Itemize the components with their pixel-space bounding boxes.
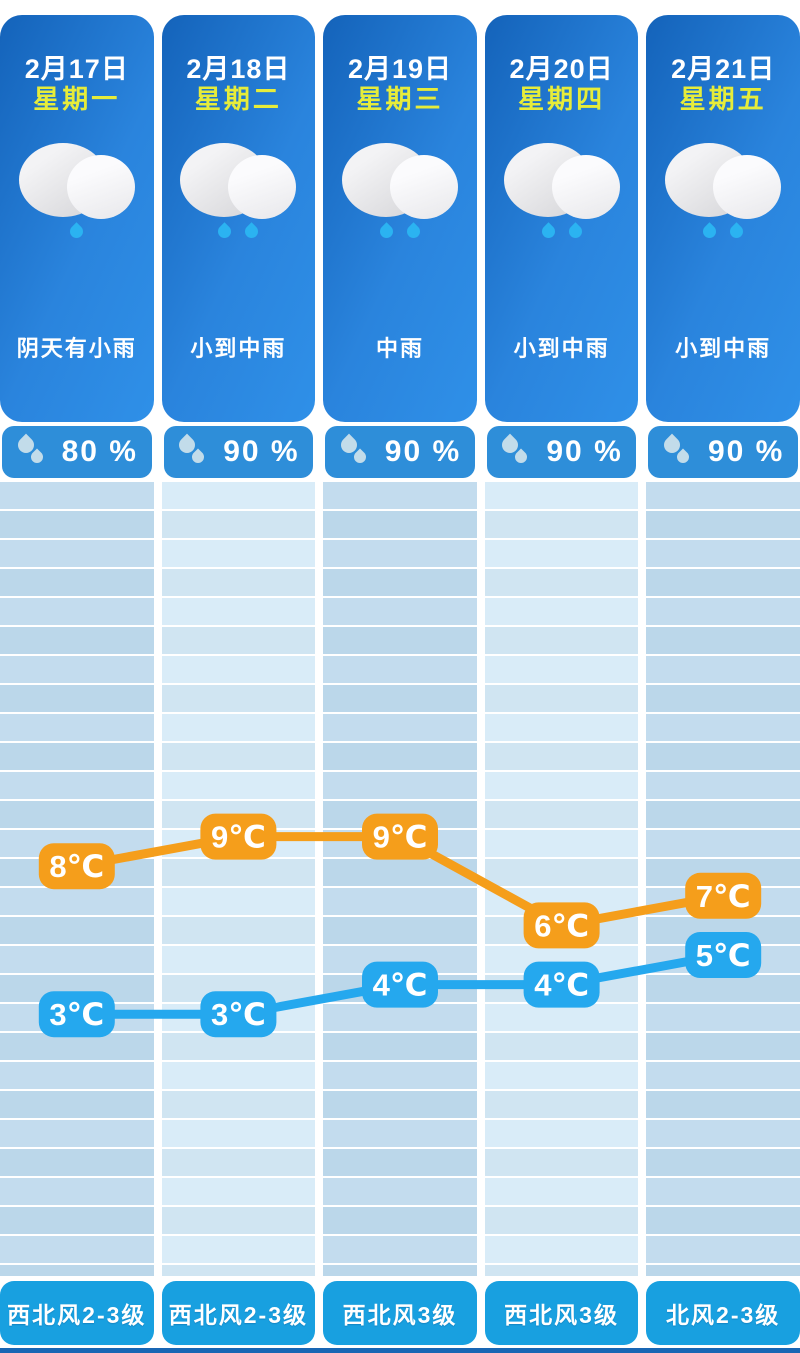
day-card[interactable]: 2月21日 星期五小到中雨 bbox=[646, 15, 800, 422]
rain-cloud-icon bbox=[180, 143, 297, 219]
precipitation-value: 90 % bbox=[546, 435, 623, 468]
cloud-right-lobe bbox=[713, 155, 782, 219]
rain-drop-icon bbox=[67, 222, 86, 241]
rain-drop-icon bbox=[700, 222, 719, 241]
precipitation-value: 90 % bbox=[223, 435, 300, 468]
cloud-right-lobe bbox=[66, 155, 135, 219]
precipitation-pill: 90 % bbox=[486, 426, 637, 478]
wind-bar: 北风2-3级 bbox=[646, 1281, 800, 1345]
chart-column-bg bbox=[161, 482, 316, 1276]
precipitation-pill: 90 % bbox=[163, 426, 314, 478]
wind-label: 北风2-3级 bbox=[666, 1302, 781, 1328]
chart-column-bg bbox=[323, 482, 477, 1276]
condition-label: 小到中雨 bbox=[190, 336, 287, 361]
water-drops-icon bbox=[337, 433, 371, 469]
rain-drops-icon bbox=[646, 222, 800, 241]
rain-drop-icon bbox=[242, 222, 262, 241]
water-drops-icon bbox=[660, 433, 694, 469]
chart-column-bg bbox=[646, 482, 800, 1276]
wind-row: 西北风2-3级 西北风2-3级 西北风3级 西北风3级 北风2-3级 bbox=[0, 1281, 800, 1345]
rain-drops-icon bbox=[0, 222, 154, 241]
precipitation-value: 90 % bbox=[707, 435, 785, 468]
rain-drop-icon bbox=[404, 222, 423, 241]
precipitation-value: 80 % bbox=[61, 435, 138, 468]
precipitation-pill: 80 % bbox=[2, 426, 152, 478]
rain-drop-icon bbox=[215, 222, 235, 241]
water-drop-icon bbox=[512, 448, 530, 466]
cloud-right-lobe bbox=[551, 155, 620, 219]
date-label: 2月17日 bbox=[24, 54, 129, 84]
day-cards-row: 2月17日 星期一 阴天有小雨 2月18日 星期二 小到中雨 2月19日 星期三 中雨 2月20日… bbox=[0, 15, 800, 422]
cloud-right-lobe bbox=[228, 155, 297, 219]
precipitation-pill: 90 % bbox=[648, 426, 798, 478]
rain-cloud-icon bbox=[665, 143, 782, 219]
date-label: 2月18日 bbox=[186, 54, 291, 84]
rain-cloud-icon bbox=[18, 143, 135, 219]
weekday-label: 星期五 bbox=[679, 84, 767, 114]
day-card[interactable]: 2月17日 星期一阴天有小雨 bbox=[0, 15, 154, 422]
condition-label: 小到中雨 bbox=[675, 336, 772, 361]
chart-background bbox=[0, 482, 800, 1276]
bottom-strip bbox=[0, 1348, 800, 1353]
precipitation-value: 90 % bbox=[384, 435, 462, 468]
day-card[interactable]: 2月19日 星期三中雨 bbox=[323, 15, 477, 422]
weekday-label: 星期四 bbox=[518, 84, 606, 114]
water-drops-icon bbox=[14, 433, 48, 469]
wind-label: 西北风3级 bbox=[504, 1302, 619, 1328]
wind-label: 西北风2-3级 bbox=[7, 1302, 147, 1328]
chart-column-bg bbox=[0, 482, 154, 1276]
date-label: 2月19日 bbox=[347, 54, 453, 84]
water-drops-icon bbox=[499, 433, 532, 469]
rain-drops-icon bbox=[485, 222, 639, 241]
precipitation-row: 80 % 90 % 90 % 90 % 90 % bbox=[0, 426, 800, 478]
condition-label: 中雨 bbox=[375, 336, 424, 361]
wind-bar: 西北风2-3级 bbox=[161, 1281, 316, 1345]
condition-label: 阴天有小雨 bbox=[16, 336, 137, 361]
rain-drops-icon bbox=[162, 222, 316, 241]
weekday-label: 星期三 bbox=[356, 84, 444, 114]
day-card[interactable]: 2月20日 星期四小到中雨 bbox=[484, 15, 639, 422]
wind-bar: 西北风2-3级 bbox=[0, 1281, 154, 1345]
date-label: 2月21日 bbox=[671, 54, 776, 84]
rain-drop-icon bbox=[538, 222, 558, 241]
wind-label: 西北风2-3级 bbox=[168, 1302, 309, 1328]
rain-cloud-icon bbox=[341, 143, 458, 219]
wind-bar: 西北风3级 bbox=[484, 1281, 639, 1345]
date-label: 2月20日 bbox=[509, 54, 614, 84]
rain-cloud-icon bbox=[503, 143, 620, 219]
rain-drop-icon bbox=[377, 222, 396, 241]
cloud-right-lobe bbox=[389, 155, 458, 219]
chart-column-bg bbox=[484, 482, 639, 1276]
condition-label: 小到中雨 bbox=[513, 336, 610, 361]
precipitation-pill: 90 % bbox=[325, 426, 475, 478]
wind-bar: 西北风3级 bbox=[323, 1281, 477, 1345]
rain-drops-icon bbox=[323, 222, 477, 241]
weekday-label: 星期一 bbox=[33, 84, 121, 114]
water-drops-icon bbox=[175, 433, 209, 469]
day-card[interactable]: 2月18日 星期二小到中雨 bbox=[161, 15, 316, 422]
rain-drop-icon bbox=[727, 222, 746, 241]
wind-label: 西北风3级 bbox=[342, 1302, 458, 1328]
weekday-label: 星期二 bbox=[194, 84, 282, 114]
rain-drop-icon bbox=[565, 222, 585, 241]
